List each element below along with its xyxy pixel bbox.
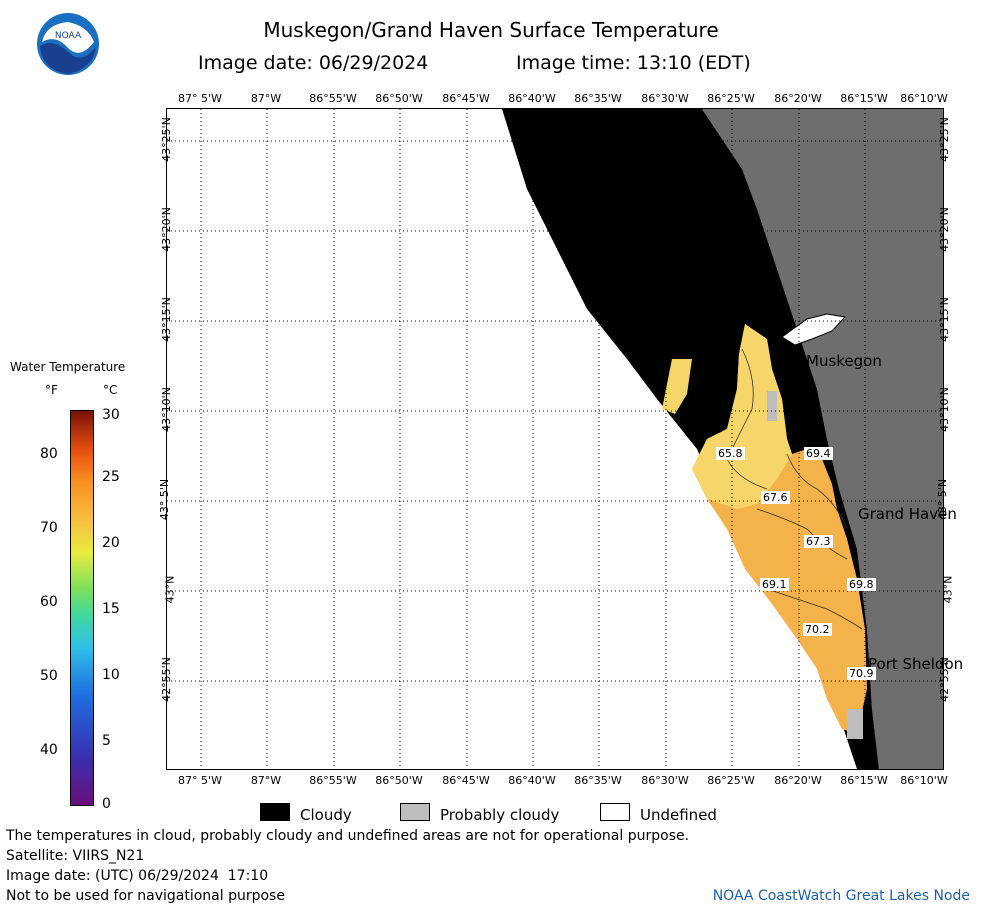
lat-tick-left: 43° 5'N xyxy=(158,478,172,521)
contour-line xyxy=(726,348,768,490)
temp-label: 70.9 xyxy=(847,667,876,680)
temp-label: 67.3 xyxy=(804,535,833,548)
contour-line-3 xyxy=(756,508,848,560)
probably-cloudy-patch xyxy=(847,709,863,739)
lon-tick-top: 87° 5'W xyxy=(178,92,222,105)
key-undefined-label: Undefined xyxy=(640,806,717,824)
lat-tick-right: 43°N xyxy=(941,575,955,604)
c-tick: 0 xyxy=(102,796,111,812)
svg-text:NOAA: NOAA xyxy=(55,31,82,41)
temp-label: 70.2 xyxy=(803,623,832,636)
satellite-note: Satellite: VIIRS_N21 xyxy=(6,848,145,864)
place-label-muskegon: Muskegon xyxy=(806,352,882,370)
lon-tick-bottom: 86°15'W xyxy=(840,774,888,787)
lon-tick-top: 86°40'W xyxy=(508,92,556,105)
legend-unit-f: °F xyxy=(45,383,58,397)
navigation-note: Not to be used for navigational purpose xyxy=(6,888,285,904)
f-tick: 80 xyxy=(40,446,58,462)
temp-label: 65.8 xyxy=(716,447,745,460)
c-tick: 15 xyxy=(102,601,120,617)
lat-tick-left: 43°N xyxy=(163,575,177,604)
c-tick: 25 xyxy=(102,469,120,485)
temp-label: 67.6 xyxy=(761,491,790,504)
lon-tick-bottom: 86°55'W xyxy=(309,774,357,787)
temp-label: 69.1 xyxy=(760,578,789,591)
key-probably-cloudy-label: Probably cloudy xyxy=(440,806,560,824)
lat-tick-left: 43°15'N xyxy=(159,297,173,342)
lon-tick-bottom: 87° 5'W xyxy=(178,774,222,787)
lon-tick-top: 86°20'W xyxy=(774,92,822,105)
probably-cloudy-patch-2 xyxy=(767,391,777,421)
legend-unit-c: °C xyxy=(103,383,118,397)
key-undefined-swatch xyxy=(600,803,630,821)
lon-tick-top: 86°50'W xyxy=(375,92,423,105)
place-label-grand-haven: Grand Haven xyxy=(858,505,957,523)
lon-tick-top: 86°35'W xyxy=(574,92,622,105)
credit-label: NOAA CoastWatch Great Lakes Node xyxy=(712,888,970,904)
lat-tick-right: 43°10'N xyxy=(937,387,951,432)
lon-tick-top: 86°30'W xyxy=(641,92,689,105)
lat-tick-right: 43°15'N xyxy=(937,297,951,342)
contour-line-2 xyxy=(786,453,848,530)
image-date-label: Image date: 06/29/2024 xyxy=(198,52,429,74)
lat-tick-left: 43°10'N xyxy=(159,387,173,432)
image-time-label: Image time: 13:10 (EDT) xyxy=(516,52,751,74)
lon-tick-bottom: 86°10'W xyxy=(900,774,948,787)
lon-tick-bottom: 86°45'W xyxy=(442,774,490,787)
lat-tick-right: 43°20'N xyxy=(937,207,951,252)
c-tick: 10 xyxy=(102,667,120,683)
land-area xyxy=(702,109,943,769)
lon-tick-top: 86°10'W xyxy=(900,92,948,105)
lon-tick-top: 86°45'W xyxy=(442,92,490,105)
lon-tick-top: 86°15'W xyxy=(840,92,888,105)
lat-tick-left: 42°55'N xyxy=(159,657,173,702)
muskegon-lake xyxy=(781,313,846,346)
legend-title: Water Temperature xyxy=(10,360,126,374)
map-frame xyxy=(166,108,944,770)
lat-tick-right: 43°25'N xyxy=(937,117,951,162)
f-tick: 60 xyxy=(40,594,58,610)
cool-water-area xyxy=(692,324,792,509)
f-tick: 70 xyxy=(40,520,58,536)
key-cloudy-label: Cloudy xyxy=(300,806,352,824)
lon-tick-bottom: 86°40'W xyxy=(508,774,556,787)
color-scale-bar xyxy=(70,410,94,806)
c-tick: 30 xyxy=(102,407,120,423)
noaa-logo: NOAA xyxy=(36,12,100,76)
f-tick: 40 xyxy=(40,742,58,758)
lon-tick-top: 86°55'W xyxy=(309,92,357,105)
place-label-port-sheldon: Port Sheldon xyxy=(868,655,964,673)
lat-tick-left: 43°25'N xyxy=(159,117,173,162)
c-tick: 20 xyxy=(102,535,120,551)
contour-line-4 xyxy=(766,588,863,630)
lat-tick-left: 43°20'N xyxy=(159,207,173,252)
lon-tick-bottom: 86°50'W xyxy=(375,774,423,787)
f-tick: 50 xyxy=(40,668,58,684)
lon-tick-top: 86°25'W xyxy=(707,92,755,105)
lon-tick-top: 87°W xyxy=(250,92,282,105)
lon-tick-bottom: 86°20'W xyxy=(774,774,822,787)
temp-label: 69.4 xyxy=(804,447,833,460)
utc-date-note: Image date: (UTC) 06/29/2024 17:10 xyxy=(6,868,269,884)
map-title: Muskegon/Grand Haven Surface Temperature xyxy=(263,18,719,42)
c-tick: 5 xyxy=(102,733,111,749)
cool-water-patch xyxy=(662,359,692,414)
key-probably-cloudy-swatch xyxy=(400,803,430,821)
lon-tick-bottom: 86°35'W xyxy=(574,774,622,787)
key-cloudy-swatch xyxy=(260,803,290,821)
lon-tick-bottom: 87°W xyxy=(250,774,282,787)
lon-tick-bottom: 86°25'W xyxy=(707,774,755,787)
disclaimer-note: The temperatures in cloud, probably clou… xyxy=(6,828,690,844)
temp-label: 69.8 xyxy=(847,578,876,591)
lon-tick-bottom: 86°30'W xyxy=(641,774,689,787)
